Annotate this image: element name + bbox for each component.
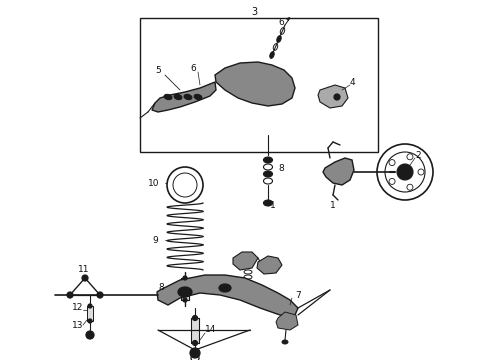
Polygon shape: [257, 256, 282, 274]
Circle shape: [190, 348, 200, 358]
Text: 10: 10: [148, 179, 160, 188]
Ellipse shape: [184, 94, 192, 100]
Circle shape: [86, 331, 94, 339]
Polygon shape: [157, 275, 298, 315]
Polygon shape: [152, 82, 216, 112]
Text: 8: 8: [278, 163, 284, 172]
FancyBboxPatch shape: [87, 306, 93, 321]
Circle shape: [181, 288, 189, 296]
Polygon shape: [233, 252, 258, 270]
FancyBboxPatch shape: [191, 318, 199, 343]
Text: 9: 9: [152, 235, 158, 244]
Ellipse shape: [264, 200, 272, 206]
FancyBboxPatch shape: [181, 278, 189, 300]
Polygon shape: [318, 85, 348, 108]
Polygon shape: [323, 158, 354, 185]
Ellipse shape: [277, 36, 281, 42]
Text: 7: 7: [295, 291, 301, 300]
Circle shape: [183, 298, 187, 302]
Circle shape: [183, 276, 187, 280]
Text: 14: 14: [205, 325, 217, 334]
Ellipse shape: [264, 171, 272, 177]
Text: 2: 2: [415, 150, 420, 159]
Circle shape: [88, 304, 92, 308]
Circle shape: [334, 94, 340, 100]
Circle shape: [97, 292, 103, 298]
Text: 6: 6: [190, 63, 196, 72]
Text: 4: 4: [350, 77, 356, 86]
Text: 6: 6: [278, 18, 284, 27]
Ellipse shape: [164, 94, 172, 100]
Circle shape: [222, 285, 228, 291]
Ellipse shape: [282, 340, 288, 344]
Polygon shape: [215, 62, 295, 106]
Text: 8: 8: [158, 284, 164, 292]
Text: 1: 1: [330, 201, 336, 210]
Circle shape: [193, 315, 197, 320]
Bar: [140, 18, 378, 152]
Text: 11: 11: [78, 266, 90, 274]
Ellipse shape: [194, 94, 202, 100]
Ellipse shape: [178, 287, 192, 297]
Text: 12: 12: [72, 303, 83, 312]
Circle shape: [397, 164, 413, 180]
Ellipse shape: [270, 51, 274, 58]
Circle shape: [67, 292, 73, 298]
Text: 1: 1: [270, 201, 276, 210]
Text: 13: 13: [72, 320, 83, 329]
Ellipse shape: [174, 94, 182, 100]
Ellipse shape: [264, 157, 272, 163]
Ellipse shape: [219, 284, 231, 292]
Circle shape: [88, 319, 92, 323]
Circle shape: [82, 275, 88, 281]
Circle shape: [193, 341, 197, 346]
Text: 5: 5: [155, 66, 161, 75]
Text: 3: 3: [251, 7, 257, 17]
Polygon shape: [276, 312, 298, 330]
